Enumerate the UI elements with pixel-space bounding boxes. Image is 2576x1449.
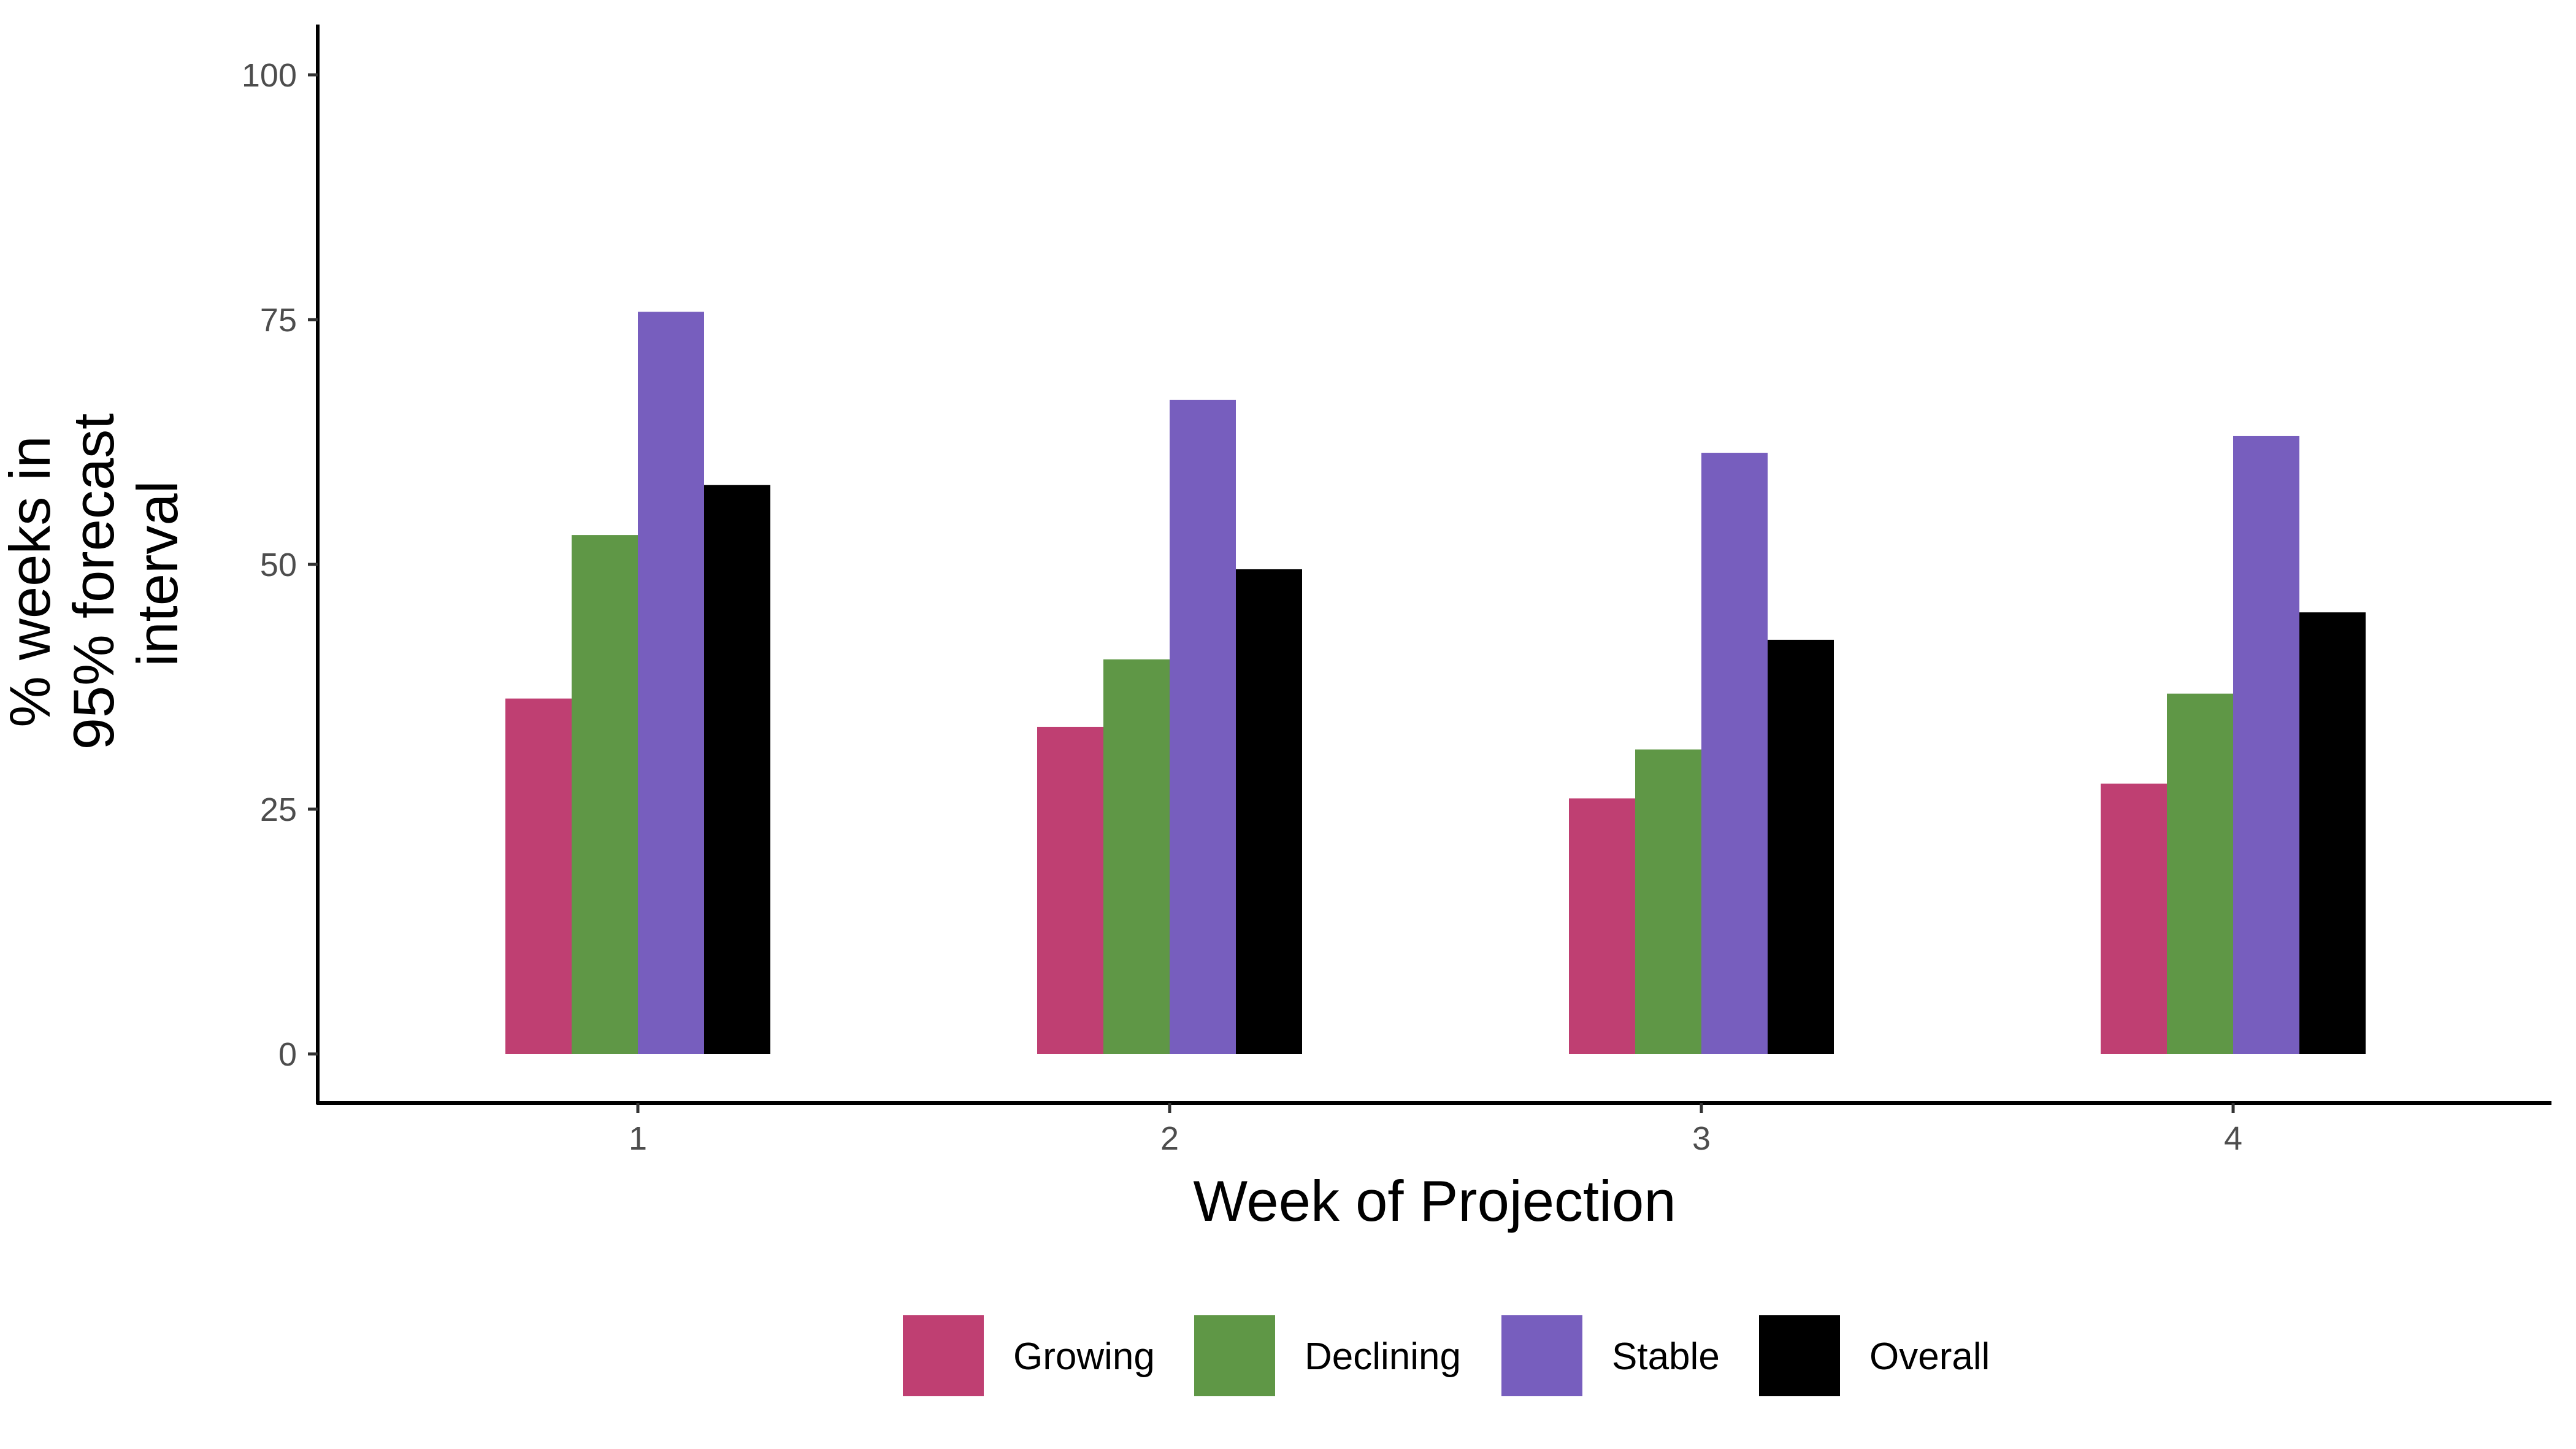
bar-declining-week-3 <box>1635 749 1701 1054</box>
bar-overall-week-3 <box>1768 639 1834 1054</box>
bar-growing-week-3 <box>1569 798 1635 1054</box>
bar-growing-week-1 <box>505 698 572 1054</box>
x-ticks: 1 2 3 4 <box>629 1103 2242 1157</box>
y-axis-title-line-3: interval <box>125 480 190 666</box>
legend-key-stable <box>1501 1315 1582 1396</box>
bar-stable-week-2 <box>1170 399 1236 1054</box>
bar-stable-week-4 <box>2233 436 2299 1054</box>
bars-layer <box>505 312 2366 1055</box>
y-axis-title: % weeks in 95% forecast interval <box>0 398 190 750</box>
bar-stable-week-1 <box>638 312 704 1055</box>
x-tick-label-3: 3 <box>1692 1120 1711 1157</box>
bar-growing-week-4 <box>2101 783 2167 1054</box>
y-tick-label-0: 0 <box>278 1036 297 1073</box>
bar-growing-week-2 <box>1037 726 1103 1054</box>
bar-overall-week-4 <box>2299 612 2366 1054</box>
bar-overall-week-2 <box>1236 569 1302 1054</box>
legend-key-overall <box>1759 1315 1840 1396</box>
legend-label-growing: Growing <box>1013 1336 1155 1378</box>
legend-label-overall: Overall <box>1869 1336 1990 1378</box>
y-tick-label-25: 25 <box>260 791 297 828</box>
y-tick-label-100: 100 <box>242 57 297 94</box>
x-tick-label-2: 2 <box>1160 1120 1179 1157</box>
legend-key-growing <box>903 1315 984 1396</box>
legend-label-declining: Declining <box>1305 1336 1461 1378</box>
y-tick-label-50: 50 <box>260 547 297 583</box>
y-tick-label-75: 75 <box>260 302 297 339</box>
legend-label-stable: Stable <box>1612 1336 1720 1378</box>
bar-declining-week-2 <box>1103 659 1170 1054</box>
x-axis-title: Week of Projection <box>1193 1169 1676 1233</box>
bar-declining-week-1 <box>572 535 638 1054</box>
bar-overall-week-1 <box>704 485 770 1054</box>
bar-declining-week-4 <box>2167 693 2233 1054</box>
x-tick-label-4: 4 <box>2224 1120 2242 1157</box>
y-axis-title-line-2: 95% forecast <box>61 413 126 750</box>
legend-key-declining <box>1194 1315 1275 1396</box>
y-axis-title-line-1: % weeks in <box>0 436 62 727</box>
y-ticks: 0 25 50 75 100 <box>242 57 318 1073</box>
x-tick-label-1: 1 <box>629 1120 647 1157</box>
legend: Growing Declining Stable Overall <box>903 1315 1990 1396</box>
bar-stable-week-3 <box>1701 453 1768 1054</box>
